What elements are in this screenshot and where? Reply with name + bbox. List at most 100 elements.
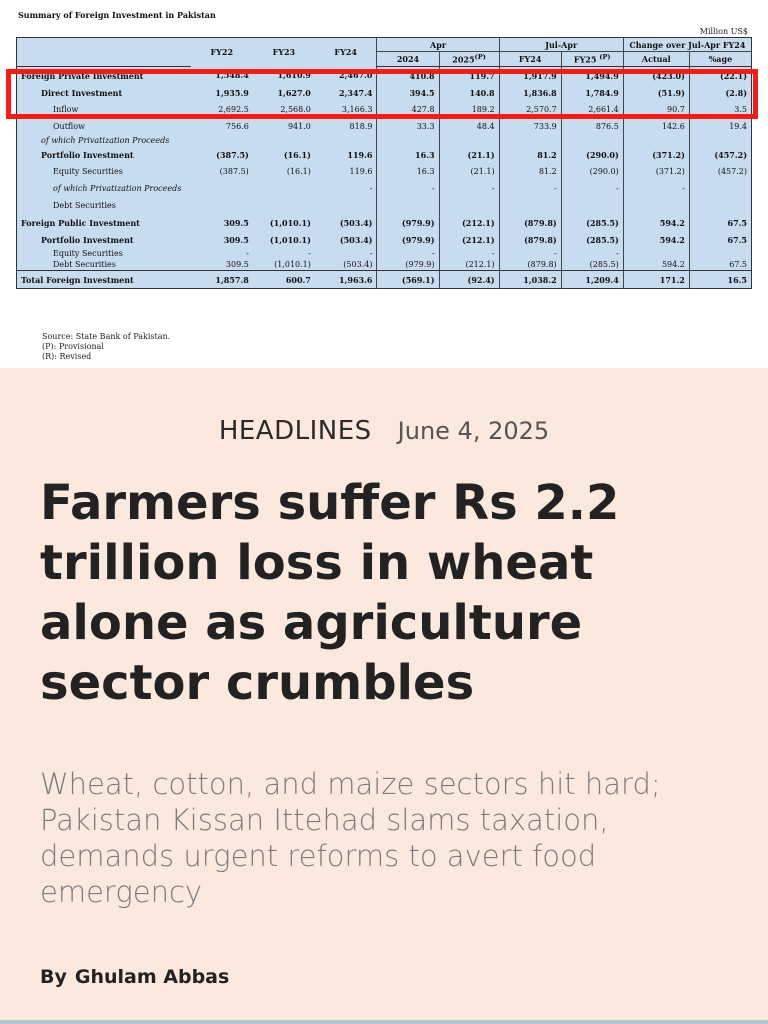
col-jul-fy24: FY24 [498, 51, 562, 67]
row-label: Portfolio Investment [41, 149, 134, 160]
table-row: Equity Securities (387.5) (16.1) 119.6 16.3(… [17, 163, 752, 180]
table-cell: 600.7 [252, 270, 315, 289]
table-cell: 1,627.0 [277, 87, 311, 98]
table-cell: 140.8 [438, 84, 500, 101]
table-cell: - [369, 184, 373, 193]
table-cell: 48.4 [438, 118, 500, 135]
table-cell: (16.1) [283, 149, 311, 160]
table-cell: (285.5) [560, 231, 624, 248]
row-label: Portfolio Investment [41, 234, 134, 245]
table-cell: (285.5) [560, 259, 624, 271]
table-cell: - [376, 248, 440, 259]
article-meta: HEADLINES June 4, 2025 [0, 416, 768, 446]
table-cell: 90.7 [622, 101, 690, 118]
table-cell: 1,038.2 [498, 270, 562, 289]
table-row: Portfolio Investment 309.5 (1,010.1) (503.4… [17, 231, 752, 248]
table-cell: (371.2) [622, 146, 690, 163]
table-notes: Source: State Bank of Pakistan. (P): Pro… [42, 332, 170, 362]
table-cell: 594.2 [622, 214, 690, 231]
table-cell: (92.4) [438, 270, 500, 289]
table-row: Inflow 2,692.5 2,568.0 3,166.3 427.8 189.2 2,5… [17, 101, 752, 118]
article-headline[interactable]: Farmers suffer Rs 2.2 trillion loss in w… [40, 475, 620, 711]
table-row: Direct Investment 1,935.9 1,627.0 2,347.4 39… [17, 84, 752, 101]
author-name[interactable]: Ghulam Abbas [74, 966, 230, 988]
table-cell: 1,209.4 [560, 270, 624, 289]
table-cell: (212.1) [438, 231, 500, 248]
col-apr-2025: 2025(P) [438, 51, 500, 67]
row-label: Equity Securities [53, 167, 123, 176]
table-cell: 309.5 [225, 260, 249, 269]
table-cell: 1,610.9 [277, 70, 311, 81]
table-cell: 119.6 [347, 149, 373, 160]
table-cell [253, 180, 315, 197]
table-cell: (387.5) [219, 167, 249, 176]
note-source: Source: State Bank of Pakistan. [42, 332, 171, 341]
table-cell: (979.9) [376, 259, 440, 271]
table-cell [622, 248, 690, 259]
table-cell: 16.5 [688, 270, 752, 289]
table-row: Equity Securities - - - - - - - [17, 248, 752, 259]
table-cell: 16.3 [376, 146, 440, 163]
table-cell: (879.8) [498, 231, 562, 248]
col-pct: %age [688, 51, 752, 67]
table-cell: 309.5 [223, 217, 249, 228]
table-cell: - [560, 248, 624, 259]
section-label[interactable]: HEADLINES [218, 416, 372, 446]
table-cell: 427.8 [376, 101, 440, 118]
bottom-bar [0, 1020, 768, 1024]
byline: By Ghulam Abbas [40, 966, 229, 988]
table-cell [191, 180, 253, 197]
col-fy24: FY24 [334, 47, 357, 58]
table-cell: - [560, 180, 624, 197]
row-label: Inflow [53, 105, 79, 114]
table-cell: - [498, 180, 562, 197]
table-row: Debt Securities [17, 197, 752, 214]
table-cell: (979.9) [376, 231, 440, 248]
table-cell: - [438, 180, 500, 197]
table-cell [438, 135, 500, 146]
table-cell: (387.5) [216, 149, 249, 160]
table-cell: (503.4) [339, 217, 373, 228]
row-label: Foreign Private Investment [21, 70, 144, 81]
table-cell [376, 197, 440, 214]
publish-date: June 4, 2025 [397, 417, 550, 445]
col-apr: Apr [376, 37, 500, 52]
table-cell: (503.4) [339, 234, 373, 245]
table-cell: (285.5) [560, 214, 624, 231]
table-cell: 16.3 [376, 163, 440, 180]
table-cell: 1,857.8 [190, 270, 253, 289]
table-cell: 2,467.0 [339, 70, 373, 81]
row-label: Foreign Public Investment [21, 217, 140, 228]
table-cell: 3.5 [688, 101, 752, 118]
table-cell: 19.4 [688, 118, 752, 135]
table-units: Million US$ [699, 27, 748, 36]
table-cell: 81.2 [498, 146, 562, 163]
table-cell: 2,661.4 [560, 101, 624, 118]
table-title: Summary of Foreign Investment in Pakista… [18, 10, 216, 20]
byline-prefix: By [40, 966, 67, 988]
table-cell: 2,347.4 [339, 87, 373, 98]
table-cell: (569.1) [376, 270, 440, 289]
row-label: Outflow [53, 122, 85, 131]
table-cell: 594.2 [622, 259, 690, 271]
table-row: Foreign Public Investment 309.5 (1,010.1) (… [17, 214, 752, 231]
table-cell: (16.1) [286, 167, 311, 176]
table-cell: (879.8) [498, 214, 562, 231]
table-cell: 67.5 [688, 231, 752, 248]
table-cell: 941.0 [287, 122, 311, 131]
table-row: Portfolio Investment (387.5) (16.1) 119.6 16… [17, 146, 752, 163]
table-screenshot: Summary of Foreign Investment in Pakista… [0, 0, 768, 368]
table-cell: 2,568.0 [280, 105, 311, 114]
table-row: Outflow 756.6 941.0 818.9 33.3 48.4 733.9 876.5… [17, 118, 752, 135]
table-row: of which Privatization Proceeds [17, 135, 752, 146]
table-cell: 67.5 [688, 214, 752, 231]
article-subheadline: Wheat, cotton, and maize sectors hit har… [40, 767, 661, 909]
table-cell: - [438, 248, 500, 259]
row-label: of which Privatization Proceeds [53, 184, 182, 193]
table-cell: 756.6 [225, 122, 249, 131]
col-jul-fy25: FY25 (P) [560, 51, 624, 67]
table-cell: - [246, 249, 249, 258]
table-cell: (1,010.1) [269, 234, 311, 245]
table-cell: 594.2 [622, 231, 690, 248]
table-row: Total Foreign Investment 1,857.8 600.7 1,96… [16, 270, 752, 289]
